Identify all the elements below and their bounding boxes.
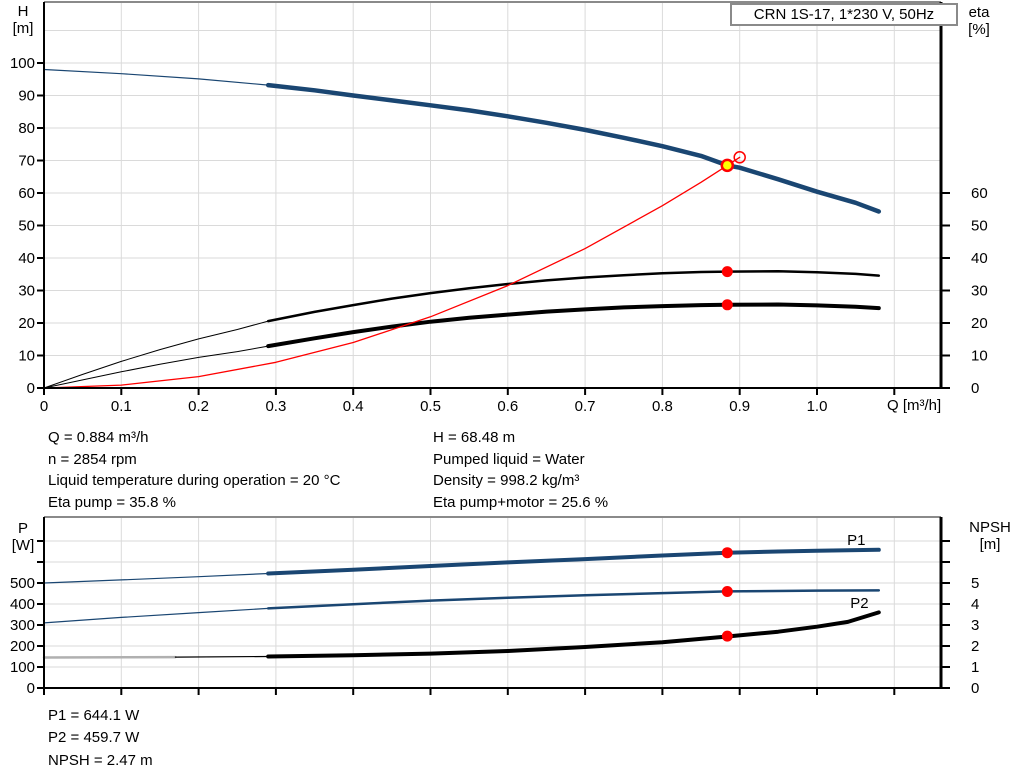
eta-axis-title-line1: eta [968,4,990,21]
right-tick-label: 3 [971,617,979,634]
x-tick-label: 0 [40,398,48,415]
eta-pump-motor-curve-thin [43,345,269,389]
npsh-axis-title: NPSH [m] [962,519,1018,553]
operating-info-bottom: P1 = 644.1 W P2 = 459.7 W NPSH = 2.47 m [48,705,153,772]
left-tick-label: 100 [10,659,35,676]
left-tick-label: 90 [18,88,35,105]
x-tick-label: 0.1 [111,398,132,415]
p1-point [721,547,733,559]
info-p1: P1 = 644.1 W [48,707,140,724]
eta-pump-motor-curve [266,302,881,349]
duty-point [720,158,735,173]
left-tick-label: 70 [18,153,35,170]
npsh-curve [266,610,881,659]
p1-curve [266,547,881,576]
left-tick-label: 300 [10,617,35,634]
npsh-point [721,630,733,642]
right-tick-label: 40 [971,250,988,267]
right-tick-label: 1 [971,659,979,676]
right-tick-label: 60 [971,185,988,202]
p2-curve-thin [43,607,269,624]
left-tick-label: 500 [10,575,35,592]
right-tick-label: 0 [971,680,979,697]
x-tick-label: 1.0 [807,398,828,415]
left-tick-label: 80 [18,120,35,137]
x-tick-label: 0.6 [497,398,518,415]
x-tick-label: 0.8 [652,398,673,415]
left-tick-label: 20 [18,315,35,332]
eta-pump-curve [266,270,881,323]
operating-info-left: Q = 0.884 m³/h n = 2854 rpm Liquid tempe… [48,427,340,513]
left-tick-label: 60 [18,185,35,202]
eta-pump-curve-thin [43,320,269,389]
info-q: Q = 0.884 m³/h [48,429,149,446]
qh-curve-thin [43,68,269,86]
x-tick-label: 0.2 [188,398,209,415]
p-axis-title: P [W] [6,520,40,554]
info-liquid-temperature: Liquid temperature during operation = 20… [48,472,341,490]
operating-info-right: H = 68.48 m Pumped liquid = Water Densit… [433,427,608,513]
left-tick-label: 50 [18,218,35,235]
qh-curve [265,82,882,214]
info-eta-pump-motor: Eta pump+motor = 25.6 % [433,493,609,511]
system-curve [43,156,741,389]
right-tick-label: 2 [971,638,979,655]
left-tick-label: 0 [27,380,35,397]
info-pumped-liquid: Pumped liquid = Water [433,450,585,468]
right-tick-label: 0 [971,380,979,397]
x-tick-label: 0.4 [343,398,364,415]
info-head: H = 68.48 m [433,429,516,446]
npsh-curve-thin [174,655,269,658]
eta-pump-motor-point [721,299,733,311]
info-speed: n = 2854 rpm [48,450,137,468]
npsh-axis-title-line2: [m] [979,536,1001,553]
left-tick-label: 30 [18,283,35,300]
info-npsh: NPSH = 2.47 m [48,751,153,769]
curve-label-p2: P2 [850,595,868,612]
right-tick-label: 50 [971,218,988,235]
info-p2: P2 = 459.7 W [48,729,140,747]
h-axis-title-line2: [m] [12,20,34,37]
p2-curve [266,589,881,610]
h-axis-title: H [m] [6,3,40,37]
pump-title-text: CRN 1S-17, 1*230 V, 50Hz [753,6,935,23]
eta-pump-point [721,266,733,278]
requested-duty-point [733,151,746,164]
left-tick-label: 40 [18,250,35,267]
eta-axis-title: eta [%] [958,4,1000,38]
left-tick-label: 100 [10,55,35,72]
q-axis-title: Q [m³/h] [887,397,942,414]
p-axis-title-line2: [W] [11,537,35,554]
x-tick-label: 0.7 [575,398,596,415]
right-tick-label: 5 [971,575,979,592]
info-density: Density = 998.2 kg/m³ [433,472,580,490]
right-tick-label: 20 [971,315,988,332]
info-eta-pump: Eta pump = 35.8 % [48,493,176,511]
left-tick-label: 400 [10,596,35,613]
pump-title-box: CRN 1S-17, 1*230 V, 50Hz [730,3,958,26]
curve-label-p1: P1 [847,532,865,549]
eta-axis-title-line2: [%] [968,21,990,38]
left-tick-label: 10 [18,348,35,365]
x-tick-label: 0.5 [420,398,441,415]
p1-curve-thin [43,572,269,584]
h-axis-title-line1: H [17,3,29,20]
npsh-axis-title-line1: NPSH [969,519,1011,536]
right-tick-label: 4 [971,596,979,613]
left-tick-label: 200 [10,638,35,655]
right-tick-label: 30 [971,283,988,300]
x-tick-label: 0.3 [265,398,286,415]
right-tick-label: 10 [971,348,988,365]
left-tick-label: 0 [27,680,35,697]
p2-point [721,586,733,597]
p-axis-title-line1: P [17,520,28,537]
x-tick-label: 0.9 [729,398,750,415]
